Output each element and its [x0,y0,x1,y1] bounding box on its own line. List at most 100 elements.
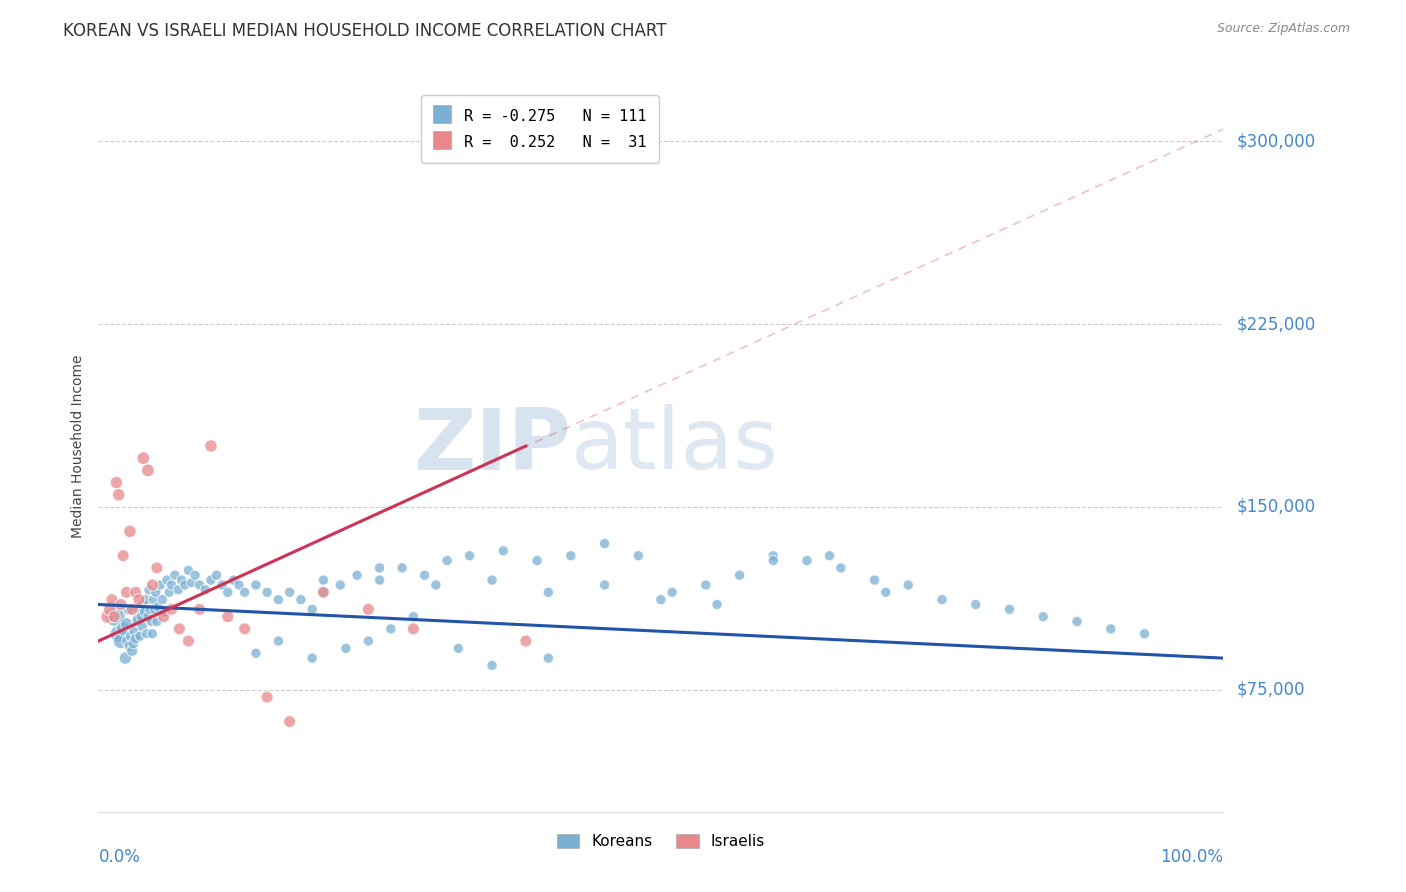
Point [114,651,136,665]
Point [152,592,174,607]
Point [129,629,152,643]
Point [146,561,169,575]
Point [211,578,233,592]
Point [118,639,141,653]
Point [129,609,152,624]
Legend: Koreans, Israelis: Koreans, Israelis [550,828,772,855]
Point [267,634,290,648]
Point [118,524,141,539]
Point [290,592,312,607]
Point [125,615,148,629]
Point [107,626,129,640]
Point [124,585,146,599]
Point [931,592,953,607]
Point [157,585,180,599]
Point [278,585,301,599]
Point [245,578,267,592]
Y-axis label: Median Household Income: Median Household Income [70,354,84,538]
Point [143,602,166,616]
Point [170,573,193,587]
Point [135,592,157,607]
Point [661,585,683,599]
Text: $150,000: $150,000 [1237,498,1316,516]
Point [245,646,267,660]
Point [139,602,162,616]
Point [228,578,250,592]
Point [153,605,176,619]
Point [141,615,163,629]
Point [217,585,239,599]
Point [180,575,202,590]
Point [998,602,1021,616]
Point [335,641,357,656]
Point [146,599,169,614]
Point [402,609,425,624]
Point [177,563,200,577]
Point [728,568,751,582]
Point [762,549,785,563]
Point [458,549,481,563]
Point [897,578,920,592]
Point [436,553,458,567]
Point [329,578,352,592]
Text: ZIP: ZIP [413,404,571,488]
Point [278,714,301,729]
Point [115,585,138,599]
Point [650,592,672,607]
Point [830,561,852,575]
Point [141,626,163,640]
Point [256,585,278,599]
Point [346,568,368,582]
Point [146,615,169,629]
Point [184,568,207,582]
Point [124,632,146,646]
Point [233,585,256,599]
Point [149,578,172,592]
Point [138,582,160,597]
Text: $225,000: $225,000 [1237,315,1316,333]
Point [205,568,228,582]
Point [492,544,515,558]
Point [145,585,167,599]
Text: $300,000: $300,000 [1237,132,1316,150]
Point [124,624,146,639]
Point [117,634,139,648]
Point [391,561,413,575]
Point [818,549,841,563]
Point [256,690,278,705]
Text: atlas: atlas [571,404,779,488]
Point [121,644,143,658]
Point [135,626,157,640]
Point [413,568,436,582]
Point [200,573,222,587]
Point [136,463,159,477]
Point [222,573,245,587]
Point [357,602,380,616]
Point [515,634,537,648]
Point [965,598,987,612]
Point [167,582,190,597]
Point [194,582,217,597]
Point [141,578,163,592]
Point [169,622,191,636]
Point [128,602,150,616]
Point [1099,622,1122,636]
Point [128,592,150,607]
Point [110,598,132,612]
Point [695,578,717,592]
Text: Source: ZipAtlas.com: Source: ZipAtlas.com [1216,22,1350,36]
Point [402,622,425,636]
Point [593,536,616,550]
Point [706,598,728,612]
Point [217,609,239,624]
Point [593,578,616,592]
Point [537,585,560,599]
Point [136,609,159,624]
Point [96,609,118,624]
Point [312,585,335,599]
Point [796,553,818,567]
Point [188,602,211,616]
Point [301,602,323,616]
Point [98,602,121,616]
Point [134,605,156,619]
